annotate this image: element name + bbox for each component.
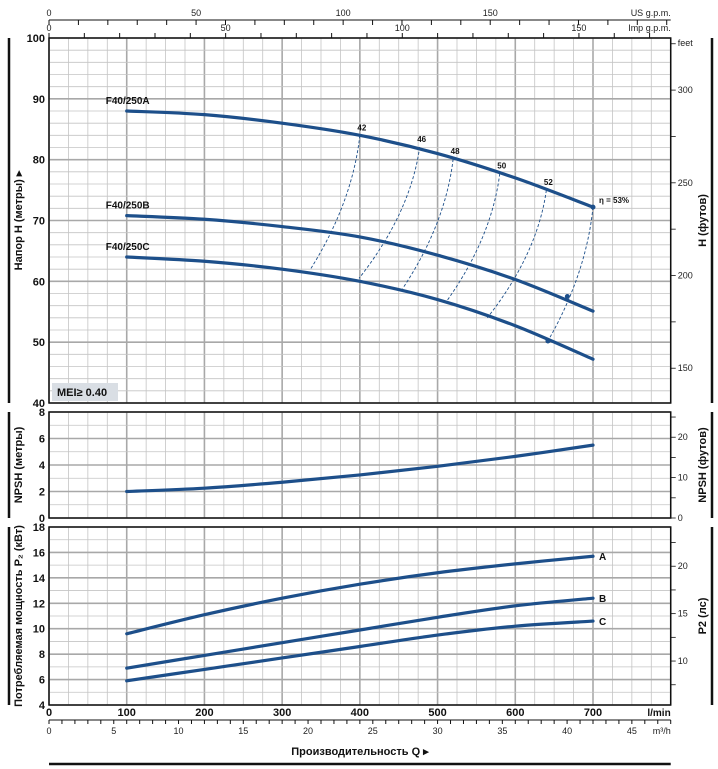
mei-label: MEI≥ 0.40 [57, 387, 107, 399]
m3h-tick-label: 40 [562, 726, 572, 736]
series-curve [125, 443, 595, 494]
imp-gpm-tick-label: 100 [395, 23, 410, 33]
x-tick-label-lmin: 400 [351, 707, 369, 719]
us-gpm-tick-label: 150 [483, 8, 498, 18]
y-tick-label: 6 [39, 675, 45, 687]
series-curve [125, 554, 595, 636]
y-tick-label: 4 [39, 460, 46, 472]
x-tick-label-lmin: 600 [506, 707, 524, 719]
m3h-tick-label: 15 [238, 726, 248, 736]
us-gpm-unit: US g.p.m. [631, 8, 671, 18]
y-tick-label: 12 [33, 598, 45, 610]
x-tick-label-lmin: 0 [46, 707, 52, 719]
y-tick-label: 90 [33, 94, 45, 106]
right-axis-tick-label: 150 [678, 363, 693, 373]
right-axis-tick-label: 20 [678, 432, 688, 442]
curve-label: F40/250B [106, 201, 150, 212]
x-tick-label-lmin: 700 [584, 707, 602, 719]
us-gpm-tick-label: 100 [336, 8, 351, 18]
right-axis-tick-label: 200 [678, 271, 693, 281]
x-tick-label-lmin: 200 [195, 707, 213, 719]
efficiency-label: 46 [417, 135, 426, 144]
y-tick-label: 100 [27, 33, 45, 45]
right-axis-title: H (футов) [697, 194, 709, 247]
left-axis-title: Потребляемая мощность P₂ (кВт) [13, 525, 25, 707]
right-axis-tick-label: 15 [678, 609, 688, 619]
x-unit-lmin: l/min [647, 708, 670, 719]
y-tick-label: 18 [33, 522, 45, 534]
m3h-tick-label: 5 [111, 726, 116, 736]
efficiency-label: 48 [451, 147, 460, 156]
right-axis-tick-label: 10 [678, 473, 688, 483]
y-tick-label: 16 [33, 547, 45, 559]
series-curve [125, 109, 595, 209]
x-tick-label-lmin: 500 [428, 707, 446, 719]
left-axis-title: Напор H (метры) ▸ [13, 170, 25, 270]
x-axis-title: Производительность Q ▸ [291, 746, 429, 758]
m3h-tick-label: 0 [46, 726, 51, 736]
efficiency-curve [486, 190, 547, 319]
curve-label: B [599, 594, 606, 605]
y-tick-label: 70 [33, 216, 45, 228]
m3h-tick-label: 10 [174, 726, 184, 736]
x-tick-label-lmin: 300 [273, 707, 291, 719]
y-tick-label: 4 [39, 700, 46, 712]
right-axis-title: P2 (лс) [697, 597, 709, 634]
curve-label: A [599, 552, 606, 563]
efficiency-curve [547, 207, 594, 342]
m3h-tick-label: 30 [433, 726, 443, 736]
y-tick-label: 14 [33, 573, 46, 585]
m3h-tick-label: 35 [497, 726, 507, 736]
best-efficiency-marker [545, 338, 551, 344]
m3h-tick-label: 45 [627, 726, 637, 736]
y-tick-label: 50 [33, 337, 45, 349]
y-tick-label: 10 [33, 624, 45, 636]
right-axis-title: NPSH (футов) [697, 427, 709, 503]
m3h-tick-label: 20 [303, 726, 313, 736]
imp-gpm-tick-label: 50 [221, 23, 231, 33]
imp-gpm-tick-label: 150 [571, 23, 586, 33]
y-tick-label: 8 [39, 649, 45, 661]
series-curve [125, 619, 595, 683]
efficiency-label: 42 [357, 123, 366, 132]
efficiency-label: 50 [497, 162, 506, 171]
y-tick-label: 40 [33, 398, 45, 410]
y-tick-label: 60 [33, 276, 45, 288]
right-axis-unit: feet [678, 38, 694, 48]
best-efficiency-marker [564, 294, 570, 300]
imp-gpm-tick-label: 0 [46, 23, 51, 33]
m3h-unit: m³/h [653, 726, 671, 736]
curve-label: F40/250C [106, 242, 150, 253]
imp-gpm-unit: Imp g.p.m. [628, 23, 671, 33]
y-tick-label: 6 [39, 434, 45, 446]
us-gpm-tick-label: 50 [191, 8, 201, 18]
series-curve [125, 255, 595, 361]
right-axis-tick-label: 10 [678, 656, 688, 666]
curve-label: F40/250A [106, 96, 150, 107]
x-tick-label-lmin: 100 [118, 707, 136, 719]
curve-label: C [599, 617, 606, 628]
right-axis-tick-label: 300 [678, 85, 693, 95]
series-curve [125, 596, 595, 670]
y-tick-label: 8 [39, 407, 45, 419]
m3h-tick-label: 25 [368, 726, 378, 736]
right-axis-tick-label: 250 [678, 178, 693, 188]
efficiency-label: η = 53% [599, 196, 629, 205]
right-axis-tick-label: 20 [678, 561, 688, 571]
efficiency-curve [445, 173, 501, 303]
best-efficiency-marker [590, 204, 596, 210]
left-axis-title: NPSH (метры) [13, 426, 25, 503]
us-gpm-tick-label: 0 [46, 8, 51, 18]
efficiency-curve [402, 159, 454, 289]
efficiency-label: 52 [544, 178, 553, 187]
series-curve [125, 214, 595, 313]
efficiency-curve [358, 146, 421, 279]
mei-badge [52, 383, 118, 401]
y-tick-label: 2 [39, 487, 45, 499]
y-tick-label: 80 [33, 155, 45, 167]
right-axis-tick-label: 0 [678, 513, 683, 523]
efficiency-curve [309, 135, 361, 271]
y-tick-label: 0 [39, 513, 45, 525]
